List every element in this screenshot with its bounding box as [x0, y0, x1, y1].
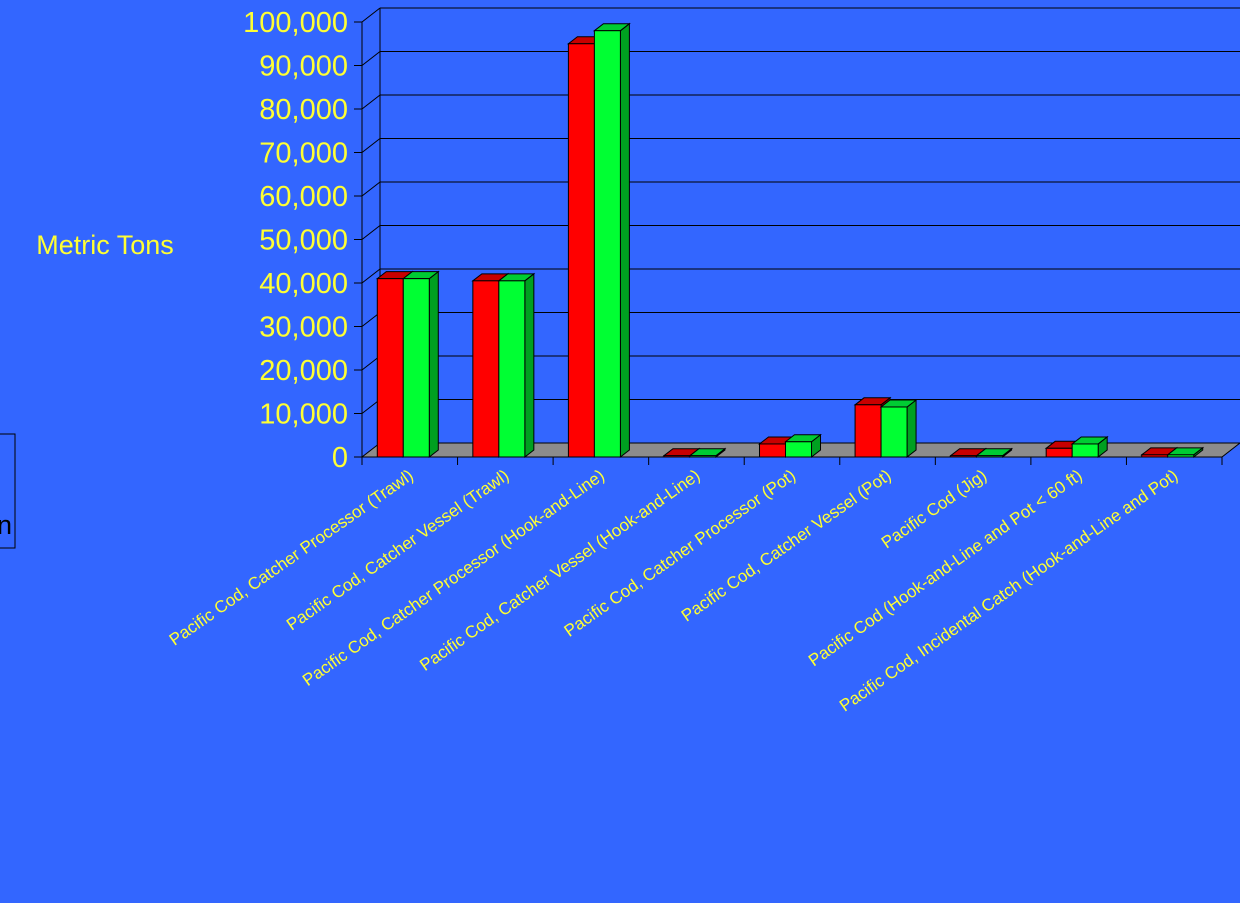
- y-tick-label: 70,000: [259, 138, 348, 170]
- x-tick-label: Pacific Cod, Incidental Catch (Hook-and-…: [836, 466, 1181, 716]
- bar-front: [567, 43, 595, 458]
- bar-front: [1071, 443, 1099, 458]
- bar-front: [663, 455, 691, 458]
- legend: n: [0, 433, 16, 549]
- bar: [592, 22, 631, 459]
- bar: [1166, 446, 1205, 459]
- bar-front: [498, 280, 526, 458]
- y-tick-label: 60,000: [259, 181, 348, 213]
- bar: [784, 433, 822, 459]
- bar: [688, 447, 727, 459]
- y-tick-label: 50,000: [259, 225, 348, 257]
- y-tick-label: 90,000: [259, 51, 348, 83]
- bar: [401, 270, 440, 459]
- y-tick-label: 80,000: [259, 94, 348, 126]
- bar-front: [759, 443, 787, 458]
- legend-box: [0, 433, 16, 549]
- legend-entry-text: n: [0, 510, 12, 540]
- bar-front: [593, 30, 621, 458]
- gridlines: [354, 7, 1240, 465]
- bar-front: [854, 404, 882, 458]
- bar-side: [428, 270, 439, 459]
- bar: [879, 398, 918, 459]
- bar-side: [906, 398, 917, 459]
- bar-front: [950, 455, 978, 458]
- bar-side: [619, 22, 630, 459]
- gridline-side: [361, 94, 381, 110]
- bar-front: [402, 278, 430, 458]
- gridline-side: [361, 268, 381, 284]
- bar-front: [1141, 454, 1169, 458]
- y-tick-label: 40,000: [259, 268, 348, 300]
- x-axis-ticks: Pacific Cod, Catcher Processor (Trawl)Pa…: [166, 466, 1181, 716]
- gridline-side: [361, 7, 381, 23]
- bar-front: [1167, 454, 1195, 458]
- bar-front: [376, 278, 404, 458]
- bar: [975, 447, 1014, 459]
- y-tick-label: 10,000: [259, 399, 348, 431]
- y-tick-label: 20,000: [259, 355, 348, 387]
- bar-front: [880, 406, 908, 458]
- gridline-side: [361, 138, 381, 153]
- bars: [375, 22, 1205, 459]
- gridline-side: [361, 225, 381, 240]
- gridline-side: [361, 181, 381, 197]
- gridline-side: [361, 51, 381, 66]
- y-axis-label: Metric Tons: [36, 230, 174, 260]
- bar-front: [689, 455, 717, 458]
- bar-front: [785, 441, 813, 458]
- bar-front: [976, 455, 1004, 458]
- y-tick-label: 0: [332, 442, 348, 474]
- bar-front: [472, 280, 500, 458]
- bar: [1070, 435, 1109, 459]
- y-tick-label: 30,000: [259, 312, 348, 344]
- y-tick-label: 100,000: [243, 7, 348, 39]
- y-axis-ticks: 0 10,000 20,000 30,000 40,000 50,000 60,000 70,…: [243, 7, 348, 474]
- bar-front: [1045, 447, 1073, 458]
- bar-side: [524, 272, 535, 459]
- bar: [497, 272, 536, 459]
